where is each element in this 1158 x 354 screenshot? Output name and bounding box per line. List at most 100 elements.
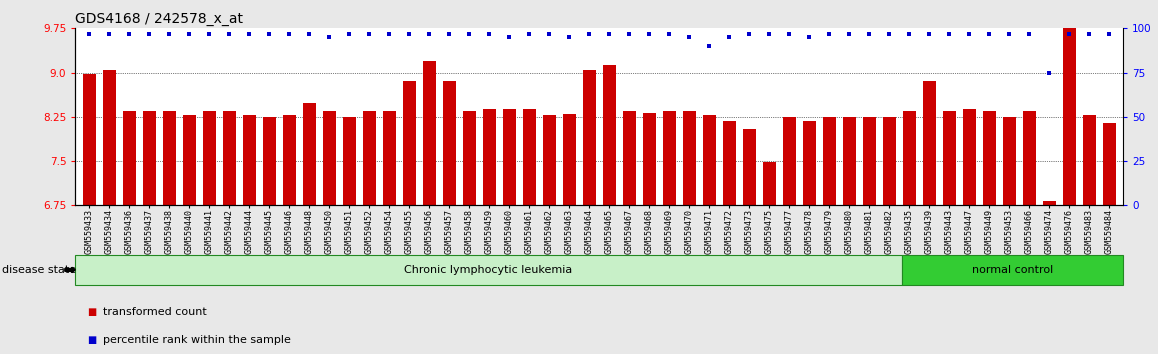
Bar xyxy=(442,81,456,205)
Bar xyxy=(943,111,955,205)
Bar xyxy=(662,111,676,205)
Bar xyxy=(1083,115,1095,205)
Bar xyxy=(563,114,576,205)
Point xyxy=(840,31,858,36)
Bar xyxy=(1102,123,1116,205)
Point xyxy=(740,31,758,36)
Text: disease state: disease state xyxy=(2,265,76,275)
Bar xyxy=(522,109,536,205)
Bar xyxy=(983,111,996,205)
Bar xyxy=(543,115,556,205)
Point xyxy=(640,31,659,36)
Bar xyxy=(882,117,896,205)
Bar xyxy=(1042,201,1056,205)
Point xyxy=(120,31,139,36)
Point xyxy=(360,31,379,36)
Text: GDS4168 / 242578_x_at: GDS4168 / 242578_x_at xyxy=(75,12,243,26)
Point xyxy=(760,31,778,36)
Point xyxy=(160,31,178,36)
Bar xyxy=(863,117,875,205)
Bar xyxy=(703,115,716,205)
Bar xyxy=(283,115,295,205)
Bar xyxy=(483,109,496,205)
Bar xyxy=(183,115,196,205)
Point xyxy=(1020,31,1039,36)
Bar xyxy=(75,255,902,285)
Point xyxy=(880,31,899,36)
Bar xyxy=(403,81,416,205)
Point xyxy=(780,31,799,36)
Bar xyxy=(243,115,256,205)
Bar xyxy=(263,117,276,205)
Point xyxy=(560,34,579,40)
Point xyxy=(240,31,258,36)
Bar xyxy=(163,111,176,205)
Point xyxy=(280,31,299,36)
Bar xyxy=(222,111,236,205)
Bar xyxy=(623,111,636,205)
Point xyxy=(380,31,398,36)
Bar xyxy=(603,65,616,205)
Point xyxy=(400,31,418,36)
Bar xyxy=(383,111,396,205)
Bar xyxy=(203,111,215,205)
Text: ■: ■ xyxy=(87,335,96,345)
Point xyxy=(1060,31,1078,36)
Point xyxy=(960,31,979,36)
Bar xyxy=(1023,111,1035,205)
Bar xyxy=(323,111,336,205)
Point xyxy=(220,31,239,36)
Point xyxy=(800,34,819,40)
Text: normal control: normal control xyxy=(972,265,1053,275)
Text: percentile rank within the sample: percentile rank within the sample xyxy=(103,335,291,345)
Point xyxy=(980,31,998,36)
Point xyxy=(261,31,279,36)
Bar xyxy=(903,111,916,205)
Point xyxy=(1080,31,1099,36)
Bar xyxy=(923,81,936,205)
Point xyxy=(320,34,338,40)
Point xyxy=(900,31,918,36)
Bar xyxy=(103,70,116,205)
Bar xyxy=(723,121,735,205)
Point xyxy=(660,31,679,36)
Bar xyxy=(742,129,756,205)
Text: Chronic lymphocytic leukemia: Chronic lymphocytic leukemia xyxy=(404,265,572,275)
Point xyxy=(440,31,459,36)
Point xyxy=(420,31,439,36)
Point xyxy=(520,31,538,36)
Bar xyxy=(962,109,976,205)
Point xyxy=(919,31,938,36)
Bar xyxy=(783,117,796,205)
Point xyxy=(680,34,698,40)
Bar xyxy=(582,70,595,205)
Point xyxy=(699,43,718,49)
Bar xyxy=(763,162,776,205)
Bar xyxy=(802,121,815,205)
Bar xyxy=(343,117,356,205)
Point xyxy=(620,31,638,36)
Point xyxy=(1001,31,1019,36)
Bar xyxy=(302,103,316,205)
Bar xyxy=(683,111,696,205)
Point xyxy=(540,31,558,36)
Point xyxy=(100,31,118,36)
Point xyxy=(720,34,739,40)
Bar xyxy=(1003,117,1016,205)
Point xyxy=(1100,31,1119,36)
Bar xyxy=(503,109,515,205)
Point xyxy=(481,31,499,36)
Point xyxy=(340,31,359,36)
Bar xyxy=(1063,28,1076,205)
Text: transformed count: transformed count xyxy=(103,307,207,316)
Bar xyxy=(423,61,435,205)
Point xyxy=(500,34,519,40)
Bar xyxy=(902,255,1123,285)
Text: ■: ■ xyxy=(87,307,96,316)
Point xyxy=(80,31,98,36)
Bar xyxy=(362,111,375,205)
Point xyxy=(140,31,159,36)
Point xyxy=(1040,70,1058,75)
Point xyxy=(200,31,219,36)
Point xyxy=(460,31,478,36)
